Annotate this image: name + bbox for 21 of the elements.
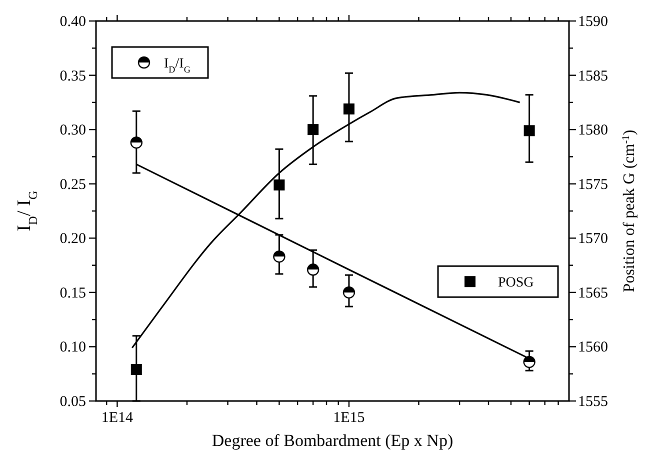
y-tick-label: 0.05: [60, 394, 86, 410]
y2-tick-label: 1585: [578, 68, 608, 84]
y2-tick-label: 1555: [578, 394, 608, 410]
x-tick-label: 1E14: [101, 410, 134, 426]
y-tick-label: 0.25: [60, 176, 86, 193]
y2-tick-label: 1590: [578, 14, 608, 30]
y2-tick-label: 1580: [578, 122, 608, 139]
legend-label: I$_{D}$/I$_{G}$: [164, 56, 191, 74]
y-tick-label: 0.10: [60, 340, 86, 356]
y-tick-label: 0.40: [60, 14, 86, 30]
y-tick-label: 0.15: [60, 285, 86, 302]
y-tick-label: 0.35: [60, 68, 86, 84]
x-axis-title: Degree of Bombardment (Ep x Np): [212, 431, 454, 450]
y2-tick-label: 1570: [578, 231, 608, 248]
x-tick-label: 1E15: [333, 410, 365, 426]
y2-tick-label: 1560: [578, 340, 608, 356]
y2-tick-label: 1565: [578, 285, 608, 302]
y-tick-label: 0.30: [60, 122, 86, 139]
y-tick-label: 0.20: [60, 231, 86, 248]
y2-tick-label: 1575: [578, 176, 608, 193]
legend-label: POSG: [498, 276, 534, 291]
